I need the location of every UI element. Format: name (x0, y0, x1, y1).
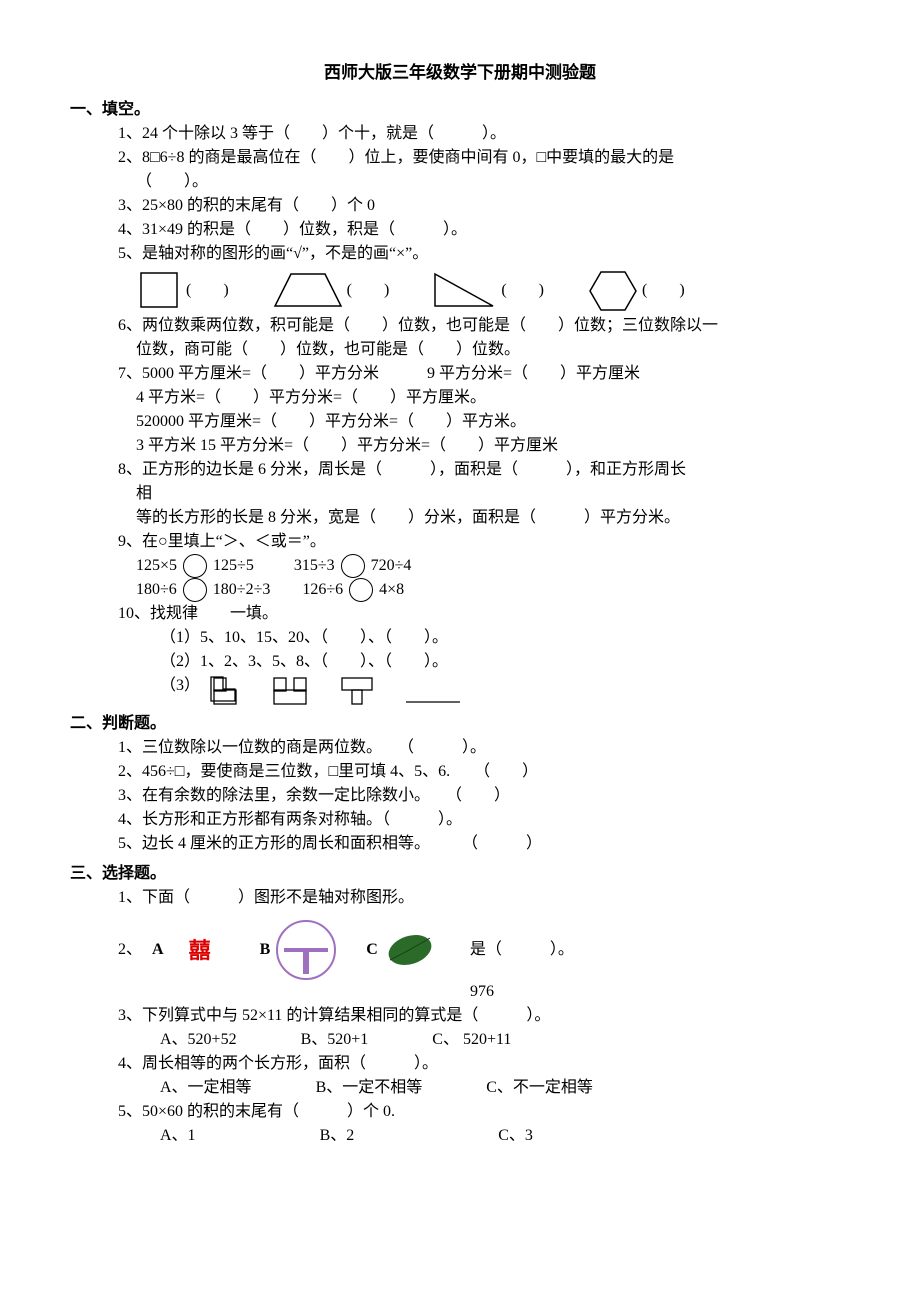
opt-A: A、1 (160, 1124, 196, 1148)
expr: 720÷4 (371, 557, 412, 574)
shape-square: ( ) (140, 272, 229, 310)
compare-circle-icon (183, 554, 207, 578)
compare-circle-icon (349, 578, 373, 602)
section-3-head: 三、选择题。 (70, 862, 850, 886)
option-C: C (366, 930, 440, 970)
expr: 125÷5 (213, 557, 254, 574)
pattern-shape-2 (270, 676, 310, 706)
shape-right-triangle: ( ) (433, 272, 544, 310)
opt-C: C、3 (498, 1124, 533, 1148)
section-2-head: 二、判断题。 (70, 712, 850, 736)
s1-q7b: 4 平方米=（ ）平方分米=（ ）平方厘米。 (136, 386, 850, 410)
s1-q1: 1、24 个十除以 3 等于（ ）个十，就是（ ）。 (118, 122, 850, 146)
s1-q4: 4、31×49 的积是（ ）位数，积是（ ）。 (118, 218, 850, 242)
double-happiness-icon: 囍 (170, 925, 230, 975)
s3-q2-row: 2、 A 囍 B C 是（ ）。 (118, 920, 850, 980)
opt-A: A、一定相等 (160, 1076, 252, 1100)
expr: 4×8 (379, 581, 404, 598)
s1-q9-row2: 180÷6 180÷2÷3 126÷6 4×8 (136, 578, 850, 602)
s1-q8c: 等的长方形的长是 8 分米，宽是（ ）分米，面积是（ ）平方分米。 (136, 506, 850, 530)
section-1-head: 一、填空。 (70, 98, 850, 122)
s2-q3: 3、在有余数的除法里，余数一定比除数小。 （ ） (118, 784, 850, 808)
s1-q10: 10、找规律 一填。 (118, 602, 850, 626)
paren: ( ) (186, 281, 229, 298)
s1-q5-shapes: ( ) ( ) ( ) ( ) (140, 270, 850, 312)
s2-q5: 5、边长 4 厘米的正方形的周长和面积相等。 （ ） (118, 832, 850, 856)
s3-q5: 5、50×60 的积的末尾有（ ）个 0. (118, 1100, 850, 1124)
s1-q8b: 相 (136, 482, 850, 506)
opt-C: C、不一定相等 (486, 1076, 593, 1100)
expr: 126÷6 (302, 581, 343, 598)
s1-q2b: （ ）。 (136, 170, 850, 194)
s3-q3-opts: A、520+52 B、520+1 C、 520+11 (160, 1028, 850, 1052)
option-B: B (260, 920, 337, 980)
page-title: 西师大版三年级数学下册期中测验题 (70, 60, 850, 86)
s1-q10-3-row: （3） (70, 674, 850, 706)
s3-q1: 1、下面（ ）图形不是轴对称图形。 (118, 886, 850, 910)
opt-B: B、一定不相等 (316, 1076, 423, 1100)
s1-q3: 3、25×80 的积的末尾有（ ）个 0 (118, 194, 850, 218)
label-B: B (260, 938, 271, 962)
expr: 180÷6 (136, 581, 177, 598)
pattern-blank-line (404, 676, 464, 706)
s1-q2a: 2、8□6÷8 的商是最高位在（ ）位上，要使商中间有 0，□中要填的最大的是 (118, 146, 850, 170)
shape-trapezoid: ( ) (273, 272, 390, 310)
s2-q1: 1、三位数除以一位数的商是两位数。 （ ）。 (118, 736, 850, 760)
s3-q4-opts: A、一定相等 B、一定不相等 C、不一定相等 (160, 1076, 850, 1100)
option-A: A 囍 (152, 925, 230, 975)
pattern-shape-3 (340, 676, 374, 706)
circle-t-icon (276, 920, 336, 980)
s3-q3: 3、下列算式中与 52×11 的计算结果相同的算式是（ ）。 (118, 1004, 850, 1028)
paren: ( ) (501, 281, 544, 298)
s1-q5: 5、是轴对称的图形的画“√”，不是的画“×”。 (118, 242, 850, 266)
s2-q4: 4、长方形和正方形都有两条对称轴。（ ）。 (118, 808, 850, 832)
s1-q9: 9、在○里填上“＞、＜或＝”。 (118, 530, 850, 554)
s3-q2-tail: 是（ ）。 (470, 938, 574, 962)
s1-q6a: 6、两位数乘两位数，积可能是（ ）位数，也可能是（ ）位数；三位数除以一 (118, 314, 850, 338)
opt-B: B、520+1 (301, 1028, 369, 1052)
s1-q10-2: （2）1、2、3、5、8、（ ）、（ ）。 (160, 650, 850, 674)
s1-q6b: 位数，商可能（ ）位数，也可能是（ ）位数。 (136, 338, 850, 362)
opt-B: B、2 (320, 1124, 355, 1148)
opt-A: A、520+52 (160, 1028, 237, 1052)
label-A: A (152, 938, 164, 962)
expr: 125×5 (136, 557, 177, 574)
s1-q10-3-label: （3） (160, 674, 200, 706)
s3-q5-opts: A、1 B、2 C、3 (160, 1124, 850, 1148)
s1-q7c: 520000 平方厘米=（ ）平方分米=（ ）平方米。 (136, 410, 850, 434)
shape-hexagon: ( ) (588, 270, 685, 312)
compare-circle-icon (183, 578, 207, 602)
s1-q7a: 7、5000 平方厘米=（ ）平方分米 9 平方分米=（ ）平方厘米 (118, 362, 850, 386)
s3-q4: 4、周长相等的两个长方形，面积（ ）。 (118, 1052, 850, 1076)
s3-q2-976: 976 (470, 980, 850, 1004)
opt-C: C、 520+11 (432, 1028, 511, 1052)
s1-q9-row1: 125×5 125÷5 315÷3 720÷4 (136, 554, 850, 578)
s3-q2-num: 2、 (118, 938, 142, 962)
s1-q8a: 8、正方形的边长是 6 分米，周长是（ ），面积是（ ），和正方形周长 (118, 458, 850, 482)
label-C: C (366, 938, 378, 962)
s1-q10-1: （1）5、10、15、20、（ ）、（ ）。 (160, 626, 850, 650)
leaf-icon (384, 930, 440, 970)
expr: 180÷2÷3 (213, 581, 271, 598)
compare-circle-icon (341, 554, 365, 578)
pattern-shape-1 (210, 676, 240, 706)
s2-q2: 2、456÷□，要使商是三位数，□里可填 4、5、6. （ ） (118, 760, 850, 784)
paren: ( ) (347, 281, 390, 298)
paren: ( ) (642, 281, 685, 298)
s1-q7d: 3 平方米 15 平方分米=（ ）平方分米=（ ）平方厘米 (136, 434, 850, 458)
expr: 315÷3 (294, 557, 335, 574)
